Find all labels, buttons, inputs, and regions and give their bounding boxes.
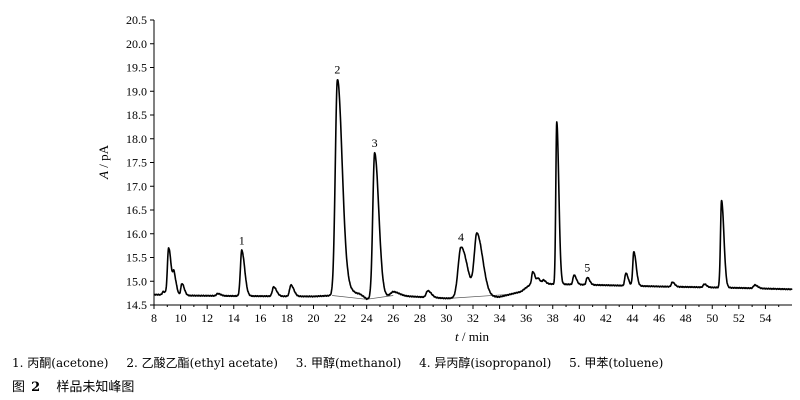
x-tick-label: 24 [361,311,373,325]
x-tick-label: 18 [281,311,293,325]
x-tick-label: 10 [175,311,187,325]
x-tick-label: 26 [387,311,399,325]
x-tick-label: 50 [706,311,718,325]
legend-item: 5. 甲苯(toluene) [569,356,664,370]
x-tick-label: 42 [600,311,612,325]
caption-title: 样品未知峰图 [56,380,135,395]
axis-titles: t / min A / pA [96,144,489,344]
x-tick-label: 28 [414,311,426,325]
caption-prefix: 图 [12,380,26,395]
x-tick-label: 16 [254,311,266,325]
x-tick-label: 14 [228,311,240,325]
y-tick-label: 17.5 [126,156,147,170]
peak-label-2: 2 [334,62,340,76]
y-tick-label: 15.0 [126,274,147,288]
legend-item: 1. 丙酮(acetone) [12,356,109,370]
x-tick-label: 22 [334,311,346,325]
x-tick-label: 54 [759,311,771,325]
peak-label-5: 5 [584,260,590,274]
y-tick-label: 17.0 [126,179,147,193]
x-tick-label: 44 [627,311,639,325]
y-tick-label: 18.0 [126,132,147,146]
x-tick-label: 12 [201,311,213,325]
y-tick-label: 16.0 [126,227,147,241]
y-tick-label: 16.5 [126,203,147,217]
integration-baseline [332,295,367,300]
legend-item: 3. 甲醇(methanol) [295,356,402,370]
y-tick-label: 19.5 [126,61,147,75]
x-tick-label: 46 [653,311,665,325]
x-axis-title: t / min [455,329,489,344]
y-tick-label: 18.5 [126,108,147,122]
chart-axes: 8 10 12 14 16 18 20 22 24 26 28 30 32 34 36 38 40 42 44 46 4… [126,13,792,325]
peak-label-1: 1 [239,233,245,247]
baseline-layer [332,294,507,300]
legend-item: 4. 异丙醇(isopropanol) [419,356,552,370]
x-tick-label: 32 [467,311,479,325]
y-tick-label: 15.5 [126,251,147,265]
x-tick-label: 8 [151,311,157,325]
x-tick-label: 20 [308,311,320,325]
x-tick-label: 30 [440,311,452,325]
figure-caption: 图 2 样品未知峰图 [12,376,134,395]
y-tick-label: 20.0 [126,37,147,51]
peak-legend: 1. 丙酮(acetone) 2. 乙酸乙酯(ethyl acetate) 3.… [12,354,677,371]
x-tick-label: 40 [573,311,585,325]
x-tick-label: 36 [520,311,532,325]
y-axis-title: A / pA [96,144,111,180]
peak-label-4: 4 [458,230,464,244]
x-tick-label: 48 [680,311,692,325]
integration-baseline [449,294,507,299]
peak-labels: 1 2 3 4 5 [239,62,591,274]
x-tick-label: 52 [733,311,745,325]
y-tick-label: 14.5 [126,298,147,312]
chromatogram-chart: 8 10 12 14 16 18 20 22 24 26 28 30 32 34 36 38 40 42 44 46 4… [96,13,793,344]
y-tick-label: 20.5 [126,13,147,27]
integration-baseline [366,295,394,300]
trace-layer [153,78,793,301]
caption-number: 2 [31,380,41,395]
legend-item: 2. 乙酸乙酯(ethyl acetate) [126,356,278,370]
chromatogram-trace [153,78,793,301]
x-tick-label: 38 [547,311,559,325]
peak-label-3: 3 [372,136,378,150]
x-tick-label: 34 [494,311,506,325]
y-tick-label: 19.0 [126,84,147,98]
